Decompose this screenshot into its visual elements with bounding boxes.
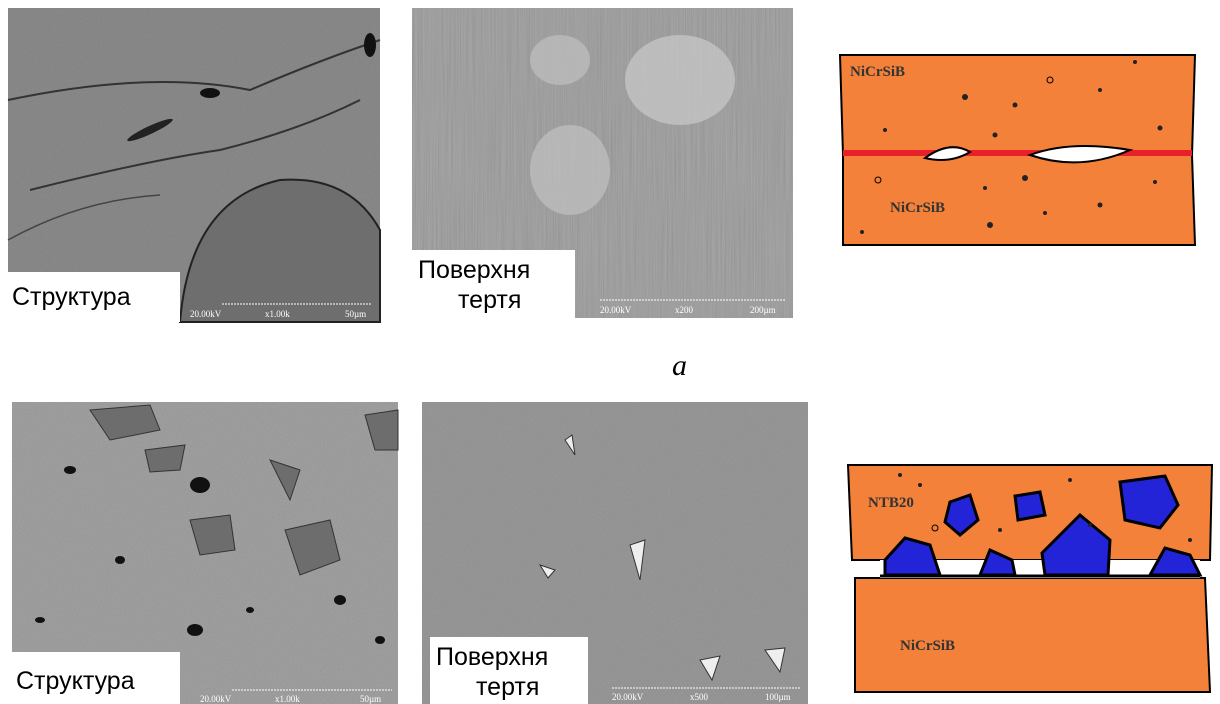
scale-bar-text: x500	[690, 692, 709, 702]
caption: a	[672, 349, 687, 382]
panel-label: тертя	[476, 673, 539, 701]
micrograph-surface-a: Поверхня тертя 20.00kV x200 200µm	[412, 8, 793, 318]
scale-bar-text: 50µm	[345, 309, 366, 319]
scale-bar-text: 20.00kV	[612, 692, 644, 702]
scale-bar-text: 50µm	[360, 694, 381, 704]
diagram-b: NTB20 NiCrSiB	[848, 465, 1212, 692]
panel-label: Структура	[16, 667, 135, 695]
scale-bar-text: x1.00k	[275, 694, 300, 704]
layer-label: NiCrSiB	[900, 638, 955, 654]
panel-label: Поверхня	[418, 256, 530, 284]
panel-label: Структура	[12, 283, 131, 311]
micrograph-surface-b: Поверхня тертя 20.00kV x500 100µm	[422, 402, 808, 704]
scale-bar-text: 20.00kV	[190, 309, 222, 319]
diagram-a: NiCrSiB NiCrSiB	[840, 55, 1195, 245]
layer-label: NiCrSiB	[850, 64, 905, 80]
scale-bar-text: x1.00k	[265, 309, 290, 319]
panel-label: тертя	[458, 286, 521, 314]
layer-label: NTB20	[868, 495, 914, 511]
scale-bar-text: 20.00kV	[200, 694, 232, 704]
figure: Структура 20.00kV x1.00k 50µm Поверхня т…	[0, 0, 1220, 704]
scale-bar-text: 100µm	[765, 692, 791, 702]
scale-bar-text: 200µm	[750, 305, 776, 315]
micrograph-structure-a: Структура 20.00kV x1.00k 50µm	[8, 8, 380, 322]
layer-label: NiCrSiB	[890, 200, 945, 216]
scale-bar-text: x200	[675, 305, 694, 315]
panel-label: Поверхня	[436, 643, 548, 671]
micrograph-structure-b: Структура 20.00kV x1.00k 50µm	[12, 402, 398, 704]
scale-bar-text: 20.00kV	[600, 305, 632, 315]
